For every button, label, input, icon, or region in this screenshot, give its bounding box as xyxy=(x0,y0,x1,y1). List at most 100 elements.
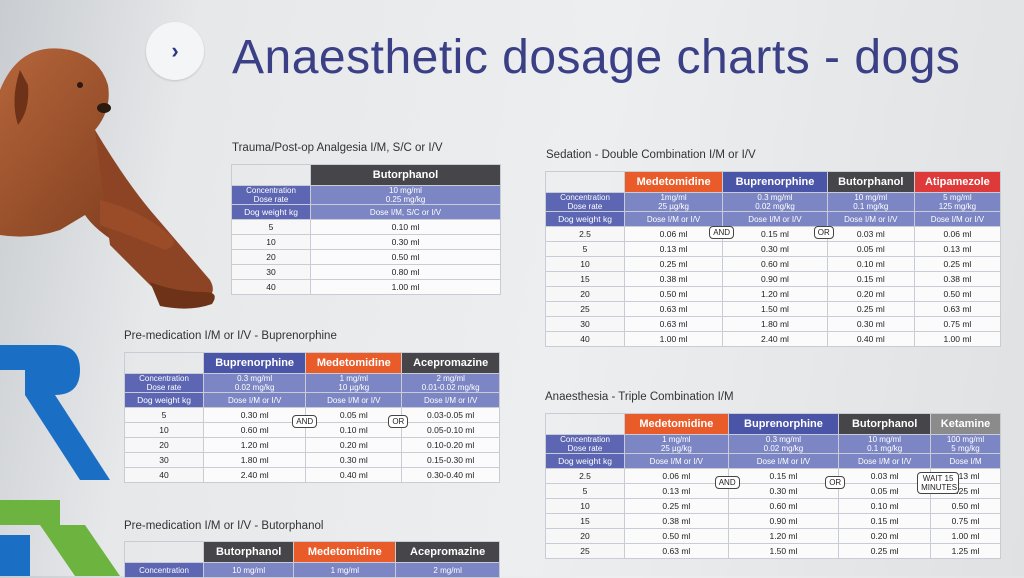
concentration-text: 0.3 mg/ml xyxy=(765,435,802,444)
dose-cell: 0.38 ml xyxy=(913,271,1002,287)
dose-cell: 1.20 ml xyxy=(202,437,307,453)
dose-cell: 1.00 ml xyxy=(623,331,724,347)
concentration-value: 0.3 mg/ml 0.02 mg/kg xyxy=(202,373,307,393)
dose-cell: 0.15 ml xyxy=(826,271,915,287)
dose-cell: 0.75 ml xyxy=(930,513,1001,529)
dose-cell: 0.25 ml xyxy=(826,301,915,317)
dose-rate-text: 25 µg/kg xyxy=(658,202,690,211)
drug-header-row: Medetomidine Buprenorphine Butorphanol Atip… xyxy=(545,171,1002,193)
table-row: 20 0.50 ml 1.20 ml 0.20 ml 0.50 ml xyxy=(545,286,1002,302)
table-row: 25 0.63 ml 1.50 ml 0.25 ml 0.63 ml xyxy=(545,301,1002,317)
dose-rate-text: Dose rate xyxy=(146,383,182,392)
dose-rate-text: 125 mg/kg xyxy=(938,202,977,211)
table-row: 10 0.30 ml xyxy=(231,234,501,250)
premed-but-section-title: Pre-medication I/M or I/V - Butorphanol xyxy=(124,520,324,532)
concentration-label: Concentration xyxy=(124,562,204,578)
dog-weight-cell: 10 xyxy=(231,234,311,250)
dose-cell: 0.20 ml xyxy=(305,437,403,453)
wait-connector: WAIT 15 MINUTES xyxy=(917,472,960,494)
dose-cell: 0.30 ml AND xyxy=(714,476,840,499)
concentration-label: Concentration Dose rate xyxy=(231,185,311,205)
dog-weight-cell: 25 xyxy=(545,301,625,317)
table-row: 5 0.13 ml 0.30 ml AND 0.05 ml OR 0.13 ml xyxy=(545,226,1002,257)
dose-cell: 1.00 ml xyxy=(913,331,1002,347)
dog-weight-cell: 2.5 xyxy=(545,226,625,242)
dose-rate-text: Dose rate xyxy=(567,444,603,453)
dose-cell: 0.25 ml xyxy=(838,543,932,559)
drug-header-row: Buprenorphine Medetomidine Acepromazine xyxy=(124,352,500,374)
dose-cell: 0.60 ml xyxy=(202,422,307,438)
dose-cell: 0.30 ml xyxy=(202,407,307,423)
drug-header-butorphanol: Butorphanol xyxy=(838,413,932,435)
dose-header: Dose I/M or I/V xyxy=(913,211,1002,227)
dose-header: Dose I/M or I/V xyxy=(202,392,307,408)
drug-header-medetomidine: Medetomidine xyxy=(623,171,724,193)
concentration-text: 1 mg/ml xyxy=(330,565,360,575)
dog-weight-cell: 10 xyxy=(545,498,625,514)
table-row: 25 0.63 ml 1.50 ml 0.25 ml 1.25 ml xyxy=(545,543,1001,559)
concentration-text: Concentration xyxy=(560,435,610,444)
dose-rate-text: 0.02 mg/kg xyxy=(755,202,795,211)
dose-cell: 0.25 ml xyxy=(913,256,1002,272)
dose-cell: 0.30 ml xyxy=(310,234,501,250)
table-row: 20 1.20 ml 0.20 ml 0.10-0.20 ml xyxy=(124,437,500,453)
dose-cell: 0.03 ml xyxy=(826,226,915,242)
dose-rate-text: 5 mg/kg xyxy=(951,444,980,453)
dose-cell-text: 0.05 ml xyxy=(870,486,899,496)
dose-header: Dose I/M or I/V xyxy=(826,211,915,227)
table-row: 5 0.13 ml 0.30 ml AND 0.05 ml OR 0.25 ml WAIT 1… xyxy=(545,472,1001,499)
anaesthesia-section-title: Anaesthesia - Triple Combination I/M xyxy=(545,391,734,403)
chevron-right-icon: › xyxy=(146,22,204,80)
dose-cell: 0.15 ml xyxy=(722,226,828,242)
dose-rate-text: 0.02 mg/kg xyxy=(763,444,804,453)
concentration-value: 10 mg/ml 0.1 mg/kg xyxy=(838,434,932,454)
dose-cell: 0.03-0.05 ml xyxy=(401,407,500,423)
concentration-value: 0.3 mg/ml 0.02 mg/kg xyxy=(727,434,840,454)
dose-cell: 0.30 ml xyxy=(305,452,403,468)
dose-cell: 0.63 ml xyxy=(624,543,729,559)
dog-weight-cell: 20 xyxy=(124,437,204,453)
concentration-text: 0.3 mg/ml xyxy=(757,193,793,202)
drug-header-acepromazine: Acepromazine xyxy=(395,541,500,563)
dose-cell: 0.05 ml OR xyxy=(825,476,932,499)
dose-cell: 0.40 ml xyxy=(305,467,403,483)
dose-cell: 1.50 ml xyxy=(722,301,828,317)
table-row: 20 0.50 ml xyxy=(231,249,501,265)
table-row: 40 1.00 ml xyxy=(231,279,501,295)
table-row: 40 1.00 ml 2.40 ml 0.40 ml 1.00 ml xyxy=(545,331,1002,347)
table-row: 40 2.40 ml 0.40 ml 0.30-0.40 ml xyxy=(124,467,500,483)
premed-bup-table: Buprenorphine Medetomidine Acepromazine Con… xyxy=(124,352,500,483)
concentration-row: Concentration Dose rate 1mg/ml 25 µg/kg 0.3 … xyxy=(545,192,1002,212)
drug-header-butorphanol: Butorphanol xyxy=(202,541,295,563)
dose-cell: 0.13 ml xyxy=(913,241,1002,257)
table-row: 20 0.50 ml 1.20 ml 0.20 ml 1.00 ml xyxy=(545,528,1001,544)
dose-cell: 0.80 ml xyxy=(310,264,501,280)
dose-cell-text: 0.30 ml xyxy=(769,486,798,496)
drug-header-ketamine: Ketamine xyxy=(930,413,1001,435)
dose-cell: 0.50 ml xyxy=(310,249,501,265)
dose-cell: 1.25 ml xyxy=(930,543,1001,559)
dose-cell-text: 0.05-0.10 ml xyxy=(427,425,475,435)
blank-header xyxy=(124,352,204,374)
dose-rate-text: Dose rate xyxy=(567,202,603,211)
drug-header-row: Butorphanol Medetomidine Acepromazine xyxy=(124,541,500,563)
dose-cell: 0.90 ml xyxy=(722,271,828,287)
dose-rate-text: 10 µg/kg xyxy=(338,383,370,392)
concentration-label: Concentration Dose rate xyxy=(545,434,625,454)
concentration-text: 10 mg/ml xyxy=(868,435,902,444)
dog-weight-cell: 40 xyxy=(545,331,625,347)
concentration-text: Concentration xyxy=(560,193,610,202)
concentration-label: Concentration Dose rate xyxy=(124,373,204,393)
concentration-row: Concentration 10 mg/ml 1 mg/ml 2 mg/ml xyxy=(124,562,500,578)
blank-header xyxy=(124,541,204,563)
dose-cell: 1.50 ml xyxy=(727,543,840,559)
dose-cell: 0.06 ml xyxy=(623,226,724,242)
dog-weight-cell: 5 xyxy=(231,219,311,235)
dose-cell: 0.50 ml xyxy=(913,286,1002,302)
dose-cell: 0.50 ml xyxy=(930,498,1001,514)
table-row: 10 0.60 ml 0.10 ml AND 0.05-0.10 ml OR xyxy=(124,415,500,438)
dose-header-row: Dog weight kg Dose I/M or I/V Dose I/M or … xyxy=(545,211,1002,227)
drug-header-butorphanol: Butorphanol xyxy=(310,164,501,186)
concentration-text: 5 mg/ml xyxy=(943,193,972,202)
dose-cell: 2.40 ml xyxy=(202,467,307,483)
